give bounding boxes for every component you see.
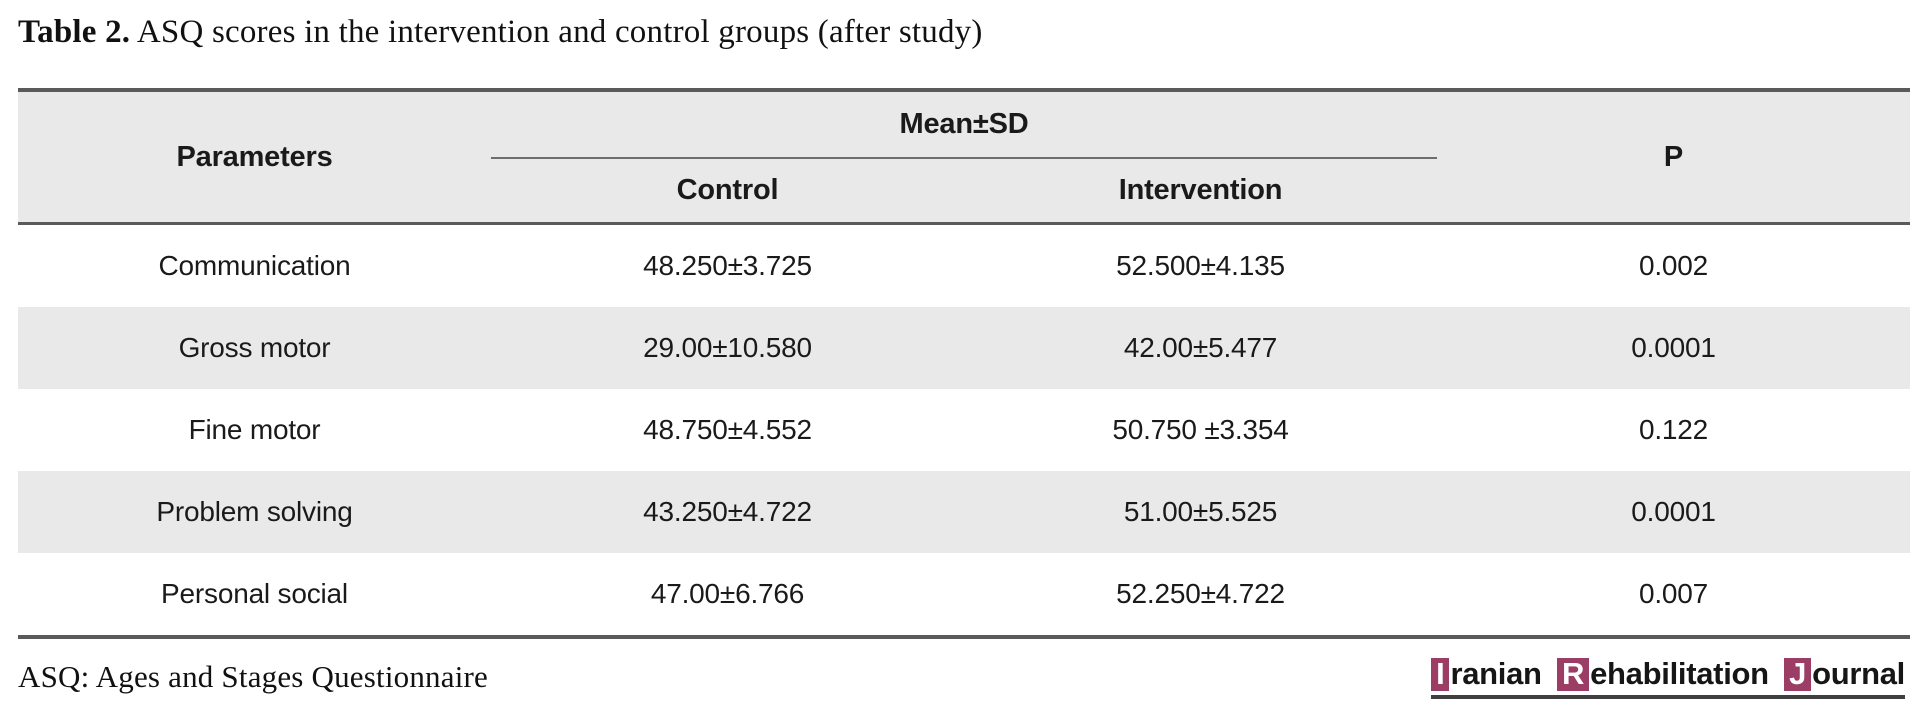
cell-control: 48.750±4.552 xyxy=(643,414,812,445)
logo-word-rest: ehabilitation xyxy=(1590,655,1769,691)
table-title: Table 2. ASQ scores in the intervention … xyxy=(0,0,1928,52)
cell-intervention: 51.00±5.525 xyxy=(1123,496,1278,527)
cell-intervention: 52.250±4.722 xyxy=(1116,578,1285,609)
header-mean-sd-group: Mean±SD Control Intervention xyxy=(491,92,1437,222)
cell-control: 29.00±10.580 xyxy=(643,332,812,363)
cell-p: 0.007 xyxy=(1638,578,1709,609)
header-mean-sd-subrow: Control Intervention xyxy=(491,159,1437,222)
table-title-label: Table 2. xyxy=(18,14,131,50)
table-row-personal-social: Personal social 47.00±6.766 52.250±4.722… xyxy=(18,553,1910,635)
logo-word-rest: ournal xyxy=(1812,655,1905,691)
table-row-communication: Communication 48.250±3.725 52.500±4.135 … xyxy=(18,225,1910,307)
cell-parameter: Personal social xyxy=(161,578,348,609)
cell-control: 43.250±4.722 xyxy=(643,496,812,527)
header-control: Control xyxy=(676,174,779,206)
table-row-problem-solving: Problem solving 43.250±4.722 51.00±5.525… xyxy=(18,471,1910,553)
table-body: Communication 48.250±3.725 52.500±4.135 … xyxy=(18,225,1910,635)
table-row-fine-motor: Fine motor 48.750±4.552 50.750 ±3.354 0.… xyxy=(18,389,1910,471)
cell-p: 0.0001 xyxy=(1631,496,1716,527)
logo-word-rest: ranian xyxy=(1450,655,1542,691)
logo-initial-block: I xyxy=(1431,657,1450,691)
cell-intervention: 42.00±5.477 xyxy=(1123,332,1278,363)
header-parameters: Parameters xyxy=(176,140,333,173)
table-row-gross-motor: Gross motor 29.00±10.580 42.00±5.477 0.0… xyxy=(18,307,1910,389)
cell-p: 0.0001 xyxy=(1631,332,1716,363)
cell-parameter: Problem solving xyxy=(156,496,353,527)
cell-parameter: Gross motor xyxy=(178,332,331,363)
cell-p: 0.122 xyxy=(1638,414,1709,445)
cell-intervention: 50.750 ±3.354 xyxy=(1112,414,1289,445)
table-header: Parameters Mean±SD Control Intervention … xyxy=(18,92,1910,225)
table-title-text: ASQ scores in the intervention and contr… xyxy=(130,14,983,50)
cell-p: 0.002 xyxy=(1638,250,1709,281)
cell-intervention: 52.500±4.135 xyxy=(1116,250,1285,281)
asq-scores-table: Parameters Mean±SD Control Intervention … xyxy=(18,88,1910,639)
header-mean-sd: Mean±SD xyxy=(491,92,1437,159)
cell-parameter: Communication xyxy=(158,250,351,281)
cell-control: 48.250±3.725 xyxy=(643,250,812,281)
header-p: P xyxy=(1663,140,1684,173)
header-intervention: Intervention xyxy=(1118,174,1283,206)
logo-initial-block: R xyxy=(1557,657,1590,691)
cell-control: 47.00±6.766 xyxy=(650,578,805,609)
abbreviation-note: ASQ: Ages and Stages Questionnaire xyxy=(18,659,489,694)
logo-initial-block: J xyxy=(1784,657,1812,691)
cell-parameter: Fine motor xyxy=(188,414,321,445)
